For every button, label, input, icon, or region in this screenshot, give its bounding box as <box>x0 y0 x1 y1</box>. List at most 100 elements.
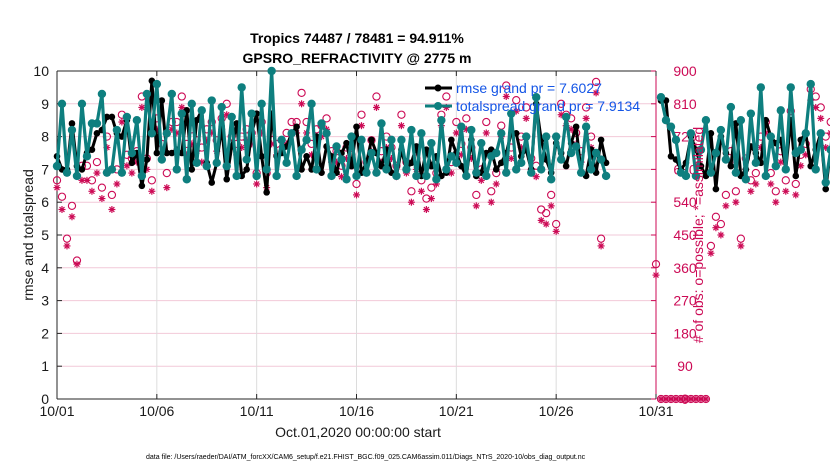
rmse-point <box>448 136 455 144</box>
obs-possible-marker <box>651 260 661 269</box>
asterisk-stroke <box>163 184 170 191</box>
totalspread-point <box>741 175 751 184</box>
obs-possible-marker <box>397 110 406 119</box>
asterisk-stroke <box>69 213 75 220</box>
asterisk-stroke <box>453 130 460 136</box>
obs-assimilated-marker <box>452 129 460 137</box>
totalspread-point <box>826 145 830 154</box>
asterisk-stroke <box>418 188 425 195</box>
left-tick-label: 8 <box>41 129 49 145</box>
obs-assimilated-marker <box>407 198 415 206</box>
asterisk-stroke <box>64 243 70 249</box>
obs-assimilated-marker <box>702 395 710 403</box>
totalspread-point <box>92 119 102 128</box>
obs-assimilated-marker <box>752 180 760 188</box>
asterisk-stroke <box>553 228 560 235</box>
asterisk-stroke <box>109 206 115 213</box>
totalspread-point <box>397 135 406 145</box>
obs-assimilated-marker <box>547 202 555 210</box>
obs-possible-marker <box>372 92 381 101</box>
asterisk-stroke <box>59 206 65 213</box>
asterisk-stroke <box>79 177 85 184</box>
totalspread-point <box>307 99 316 109</box>
obs-assimilated-marker <box>472 202 480 210</box>
totalspread-point <box>731 168 741 177</box>
left-tick-label: 7 <box>41 161 49 177</box>
rmse-point <box>68 120 76 127</box>
rmse-point <box>727 162 735 170</box>
obs-assimilated-marker <box>88 187 96 195</box>
obs-assimilated-marker <box>108 205 116 213</box>
asterisk-stroke <box>398 122 405 129</box>
asterisk-stroke <box>448 170 455 176</box>
totalspread-point <box>372 168 381 177</box>
asterisk-stroke <box>583 115 590 122</box>
asterisk-stroke <box>493 181 500 187</box>
rmse-point <box>208 179 216 186</box>
rmse-point <box>562 162 570 170</box>
rmse-point <box>93 130 101 137</box>
totalspread-point <box>232 171 241 181</box>
totalspread-point <box>217 102 226 112</box>
obs-possible-marker <box>721 190 731 200</box>
totalspread-point <box>157 155 167 164</box>
asterisk-stroke <box>508 155 515 162</box>
totalspread-point <box>287 129 296 138</box>
totalspread-point <box>257 99 266 109</box>
obs-possible-marker <box>522 103 531 112</box>
x-tick-label: 10/01 <box>39 403 74 419</box>
obs-possible-marker <box>581 103 591 112</box>
x-axis-label: Oct.01,2020 00:00:00 start <box>275 424 441 440</box>
obs-possible-marker <box>497 121 506 130</box>
asterisk-stroke <box>598 243 604 249</box>
asterisk-stroke <box>298 100 305 107</box>
obs-possible-marker <box>57 192 67 201</box>
obs-assimilated-marker <box>707 249 715 257</box>
totalspread-point <box>771 161 780 171</box>
obs-possible-marker <box>452 117 461 127</box>
totalspread-point <box>277 135 286 145</box>
totalspread-point <box>182 175 191 184</box>
totalspread-point <box>497 129 506 138</box>
obs-possible-marker <box>62 234 72 243</box>
totalspread-point <box>132 116 142 125</box>
asterisk-stroke <box>688 396 694 402</box>
asterisk-stroke <box>797 162 804 169</box>
totalspread-point <box>367 148 376 158</box>
totalspread-point <box>332 142 341 151</box>
obs-assimilated-marker <box>138 103 146 111</box>
obs-possible-marker <box>826 117 830 127</box>
totalspread-point <box>282 158 291 168</box>
totalspread-point <box>317 119 326 128</box>
totalspread-point <box>337 155 346 164</box>
totalspread-point <box>222 161 231 171</box>
totalspread-point <box>821 178 830 187</box>
totalspread-point <box>536 165 546 174</box>
asterisk-stroke <box>747 188 754 195</box>
totalspread-point <box>137 171 147 181</box>
obs-possible-marker <box>92 157 102 167</box>
asterisk-stroke <box>752 181 759 187</box>
legend-totalspread-label: totalspread grand pr = 7.9134 <box>456 98 640 114</box>
obs-assimilated-marker <box>522 114 530 122</box>
asterisk-stroke <box>792 192 799 198</box>
right-tick-label: 900 <box>673 63 697 79</box>
obs-assimilated-marker <box>427 195 435 203</box>
asterisk-stroke <box>673 396 679 402</box>
totalspread-point <box>507 109 516 118</box>
asterisk-stroke <box>138 104 145 111</box>
left-tick-label: 9 <box>41 96 49 112</box>
obs-assimilated-marker <box>567 125 575 133</box>
totalspread-point <box>247 109 256 118</box>
obs-assimilated-marker <box>417 187 425 195</box>
totalspread-point <box>806 79 815 89</box>
totalspread-point <box>576 168 586 177</box>
obs-assimilated-marker <box>542 220 550 228</box>
obs-assimilated-marker <box>482 129 490 137</box>
rmse-point <box>88 146 96 154</box>
obs-possible-marker <box>442 92 451 101</box>
obs-assimilated-marker <box>63 242 71 250</box>
y-axis-label: rmse and totalspread <box>20 169 36 301</box>
totalspread-point <box>262 165 271 174</box>
totalspread-point <box>711 148 721 158</box>
